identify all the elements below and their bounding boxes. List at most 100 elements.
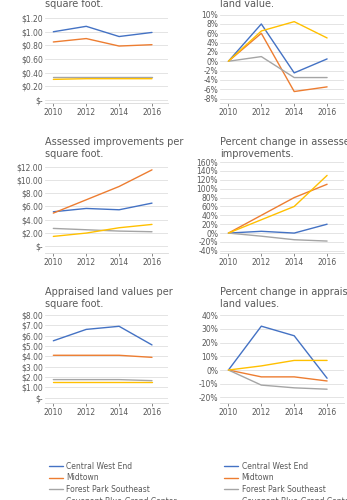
Covenant Blue-Grand Center <box>84 76 88 82</box>
Covenant Blue-Grand Center <box>259 217 263 223</box>
Line: Midtown: Midtown <box>53 356 152 358</box>
Covenant Blue-Grand Center <box>117 378 121 384</box>
Midtown <box>51 39 56 45</box>
Covenant Blue-Grand Center <box>226 58 230 64</box>
Central West End <box>292 333 296 339</box>
Line: Midtown: Midtown <box>228 184 327 233</box>
Midtown <box>259 30 263 36</box>
Covenant Blue-Grand Center <box>292 18 296 24</box>
Forest Park Southeast <box>292 74 296 80</box>
Midtown <box>84 352 88 358</box>
Line: Midtown: Midtown <box>228 34 327 92</box>
Central West End <box>325 56 329 62</box>
Midtown <box>117 352 121 358</box>
Central West End <box>226 230 230 236</box>
Forest Park Southeast <box>84 74 88 80</box>
Central West End <box>259 228 263 234</box>
Forest Park Southeast <box>51 376 56 382</box>
Central West End <box>226 367 230 373</box>
Midtown <box>51 352 56 358</box>
Midtown <box>325 378 329 384</box>
Legend: Central West End, Midtown, Forest Park Southeast, Covenant Blue-Grand Center: Central West End, Midtown, Forest Park S… <box>49 462 177 500</box>
Covenant Blue-Grand Center <box>325 358 329 364</box>
Covenant Blue-Grand Center <box>51 378 56 384</box>
Forest Park Southeast <box>117 74 121 80</box>
Line: Central West End: Central West End <box>53 26 152 36</box>
Midtown <box>84 36 88 42</box>
Midtown <box>117 184 121 190</box>
Covenant Blue-Grand Center <box>150 76 154 82</box>
Line: Covenant Blue-Grand Center: Covenant Blue-Grand Center <box>228 22 327 61</box>
Covenant Blue-Grand Center <box>150 222 154 228</box>
Text: Assessed land values per
square foot.: Assessed land values per square foot. <box>45 0 169 9</box>
Central West End <box>150 342 154 348</box>
Covenant Blue-Grand Center <box>84 378 88 384</box>
Line: Central West End: Central West End <box>228 326 327 378</box>
Central West End <box>325 221 329 227</box>
Forest Park Southeast <box>226 230 230 236</box>
Text: Percent change in appraised
land values.: Percent change in appraised land values. <box>220 286 347 309</box>
Text: Appraised land values per
square foot.: Appraised land values per square foot. <box>45 286 173 309</box>
Legend: Central West End, Midtown, Forest Park Southeast, Covenant Blue-Grand Center: Central West End, Midtown, Forest Park S… <box>224 462 347 500</box>
Central West End <box>84 326 88 332</box>
Midtown <box>226 58 230 64</box>
Central West End <box>84 24 88 30</box>
Forest Park Southeast <box>226 58 230 64</box>
Central West End <box>117 34 121 40</box>
Text: Percent change in assessed
improvements.: Percent change in assessed improvements. <box>220 136 347 159</box>
Forest Park Southeast <box>292 385 296 391</box>
Midtown <box>150 42 154 48</box>
Forest Park Southeast <box>259 382 263 388</box>
Line: Forest Park Southeast: Forest Park Southeast <box>228 56 327 78</box>
Forest Park Southeast <box>150 378 154 384</box>
Line: Central West End: Central West End <box>53 203 152 212</box>
Central West End <box>51 338 56 344</box>
Midtown <box>259 374 263 380</box>
Midtown <box>51 210 56 216</box>
Central West End <box>51 209 56 215</box>
Central West End <box>150 30 154 36</box>
Covenant Blue-Grand Center <box>325 35 329 41</box>
Midtown <box>117 43 121 49</box>
Midtown <box>292 374 296 380</box>
Line: Central West End: Central West End <box>228 224 327 233</box>
Forest Park Southeast <box>292 236 296 242</box>
Midtown <box>325 84 329 90</box>
Central West End <box>259 21 263 27</box>
Forest Park Southeast <box>259 54 263 60</box>
Covenant Blue-Grand Center <box>84 230 88 236</box>
Text: Assessed improvements per
square foot.: Assessed improvements per square foot. <box>45 136 184 159</box>
Covenant Blue-Grand Center <box>226 230 230 236</box>
Forest Park Southeast <box>84 226 88 232</box>
Central West End <box>51 29 56 35</box>
Covenant Blue-Grand Center <box>325 172 329 178</box>
Line: Covenant Blue-Grand Center: Covenant Blue-Grand Center <box>228 360 327 370</box>
Forest Park Southeast <box>259 233 263 239</box>
Text: Percent change in assessed
land value.: Percent change in assessed land value. <box>220 0 347 9</box>
Forest Park Southeast <box>117 228 121 234</box>
Line: Central West End: Central West End <box>228 24 327 73</box>
Midtown <box>150 167 154 173</box>
Forest Park Southeast <box>325 238 329 244</box>
Central West End <box>117 207 121 213</box>
Midtown <box>226 230 230 236</box>
Line: Covenant Blue-Grand Center: Covenant Blue-Grand Center <box>53 78 152 80</box>
Line: Midtown: Midtown <box>53 38 152 46</box>
Central West End <box>325 375 329 381</box>
Midtown <box>259 212 263 218</box>
Forest Park Southeast <box>226 367 230 373</box>
Central West End <box>292 70 296 76</box>
Forest Park Southeast <box>325 386 329 392</box>
Covenant Blue-Grand Center <box>51 76 56 82</box>
Central West End <box>117 324 121 330</box>
Line: Central West End: Central West End <box>53 326 152 345</box>
Central West End <box>259 323 263 329</box>
Covenant Blue-Grand Center <box>259 28 263 34</box>
Covenant Blue-Grand Center <box>117 76 121 82</box>
Central West End <box>150 200 154 206</box>
Line: Forest Park Southeast: Forest Park Southeast <box>228 370 327 389</box>
Covenant Blue-Grand Center <box>117 224 121 230</box>
Line: Midtown: Midtown <box>53 170 152 213</box>
Forest Park Southeast <box>325 74 329 80</box>
Line: Forest Park Southeast: Forest Park Southeast <box>228 233 327 241</box>
